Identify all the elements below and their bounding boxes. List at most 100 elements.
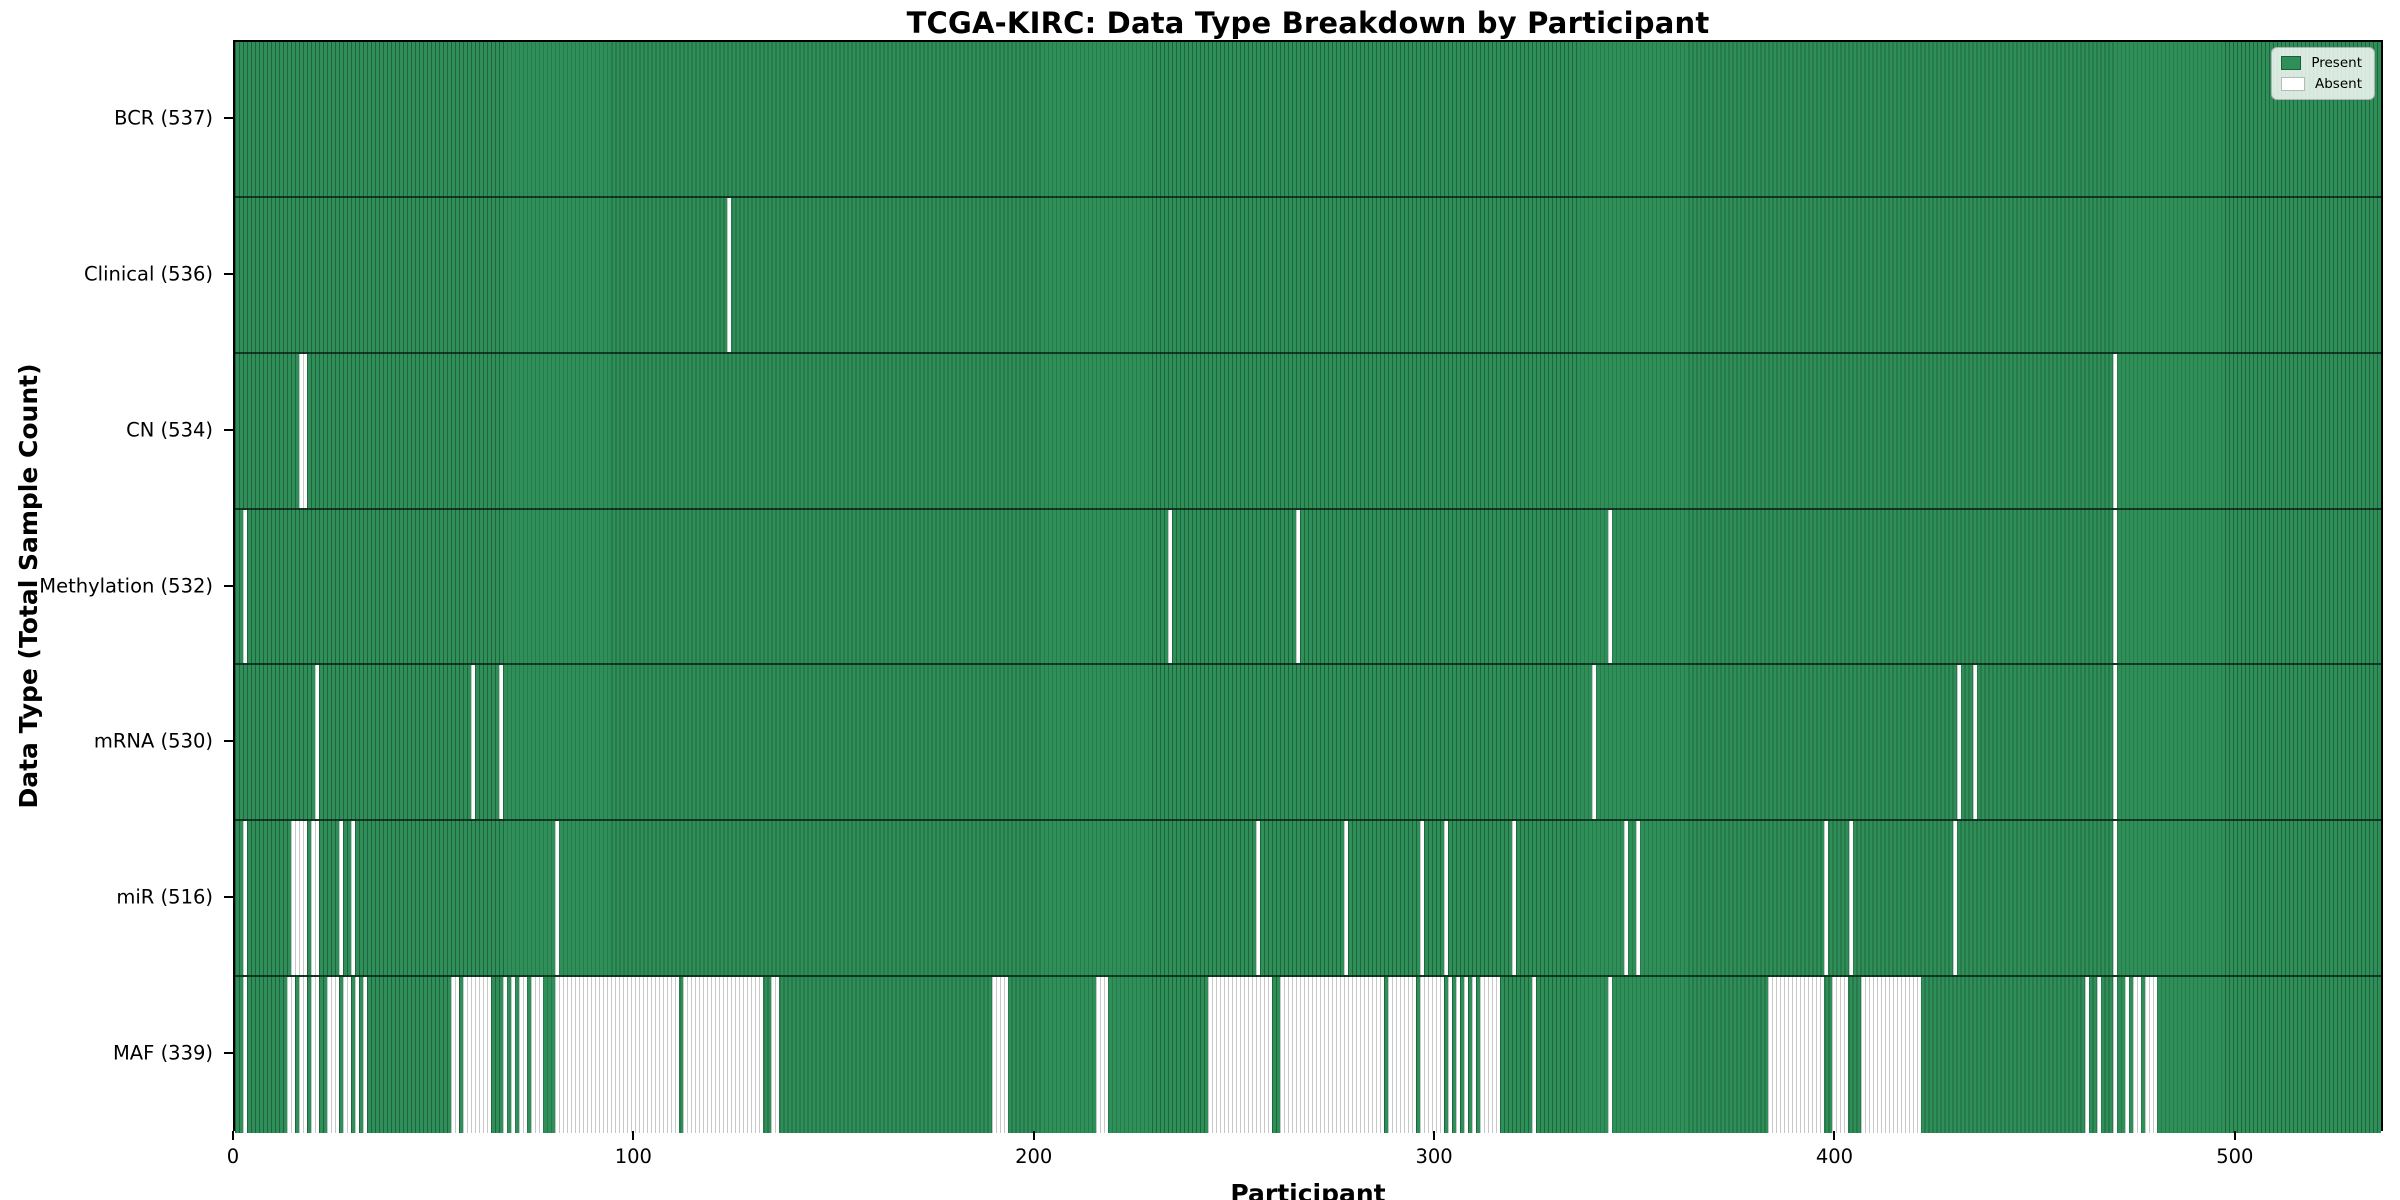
absent-bar — [291, 821, 308, 976]
plot-area — [233, 40, 2383, 1133]
legend-entry-absent: Absent — [2281, 76, 2362, 92]
row-band-maf — [235, 977, 2381, 1133]
absent-bar — [1832, 977, 1849, 1133]
x-tick-mark — [632, 1131, 635, 1140]
absent-bar — [1472, 977, 1477, 1133]
absent-bar — [555, 821, 560, 976]
x-tick-label: 500 — [2216, 1145, 2254, 1168]
absent-bar — [299, 353, 308, 508]
absent-bar — [311, 977, 320, 1133]
absent-bar — [315, 665, 320, 820]
x-tick-mark — [232, 1131, 234, 1140]
y-tick-label: Methylation (532) — [39, 574, 213, 597]
absent-bar — [1420, 977, 1445, 1133]
y-tick-mark — [224, 896, 233, 899]
legend-label-absent: Absent — [2315, 76, 2362, 92]
x-tick-label: 400 — [1815, 1145, 1854, 1168]
x-tick-mark — [2233, 1131, 2236, 1140]
absent-bar — [2112, 665, 2117, 820]
absent-bar — [1295, 509, 1300, 664]
absent-swatch-icon — [2281, 77, 2305, 91]
absent-bar — [1608, 977, 1613, 1133]
absent-bar — [1095, 977, 1108, 1133]
legend-label-present: Present — [2311, 55, 2362, 71]
absent-bar — [1255, 821, 1260, 976]
absent-bar — [1420, 821, 1425, 976]
absent-bar — [511, 977, 516, 1133]
x-tick-mark — [1833, 1131, 1836, 1140]
absent-bar — [1768, 977, 1825, 1133]
absent-bar — [1512, 821, 1517, 976]
absent-bar — [1608, 509, 1613, 664]
absent-bar — [2112, 821, 2117, 976]
x-tick-label: 100 — [614, 1145, 652, 1168]
absent-bar — [1824, 821, 1829, 976]
present-swatch-icon — [2281, 56, 2302, 70]
y-tick-mark — [224, 740, 233, 743]
absent-bar — [1636, 821, 1641, 976]
absent-bar — [287, 977, 296, 1133]
absent-bar — [2132, 977, 2141, 1133]
absent-bar — [2112, 353, 2117, 508]
absent-bar — [1279, 977, 1385, 1133]
y-tick-label: Clinical (536) — [84, 262, 213, 286]
y-tick-mark — [224, 116, 233, 119]
absent-bar — [299, 977, 308, 1133]
absent-bar — [1388, 977, 1417, 1133]
absent-bar — [351, 821, 356, 976]
x-tick-label: 200 — [1015, 1145, 1053, 1168]
chart-title: TCGA-KIRC: Data Type Breakdown by Partic… — [906, 6, 1710, 40]
absent-bar — [1456, 977, 1461, 1133]
absent-bar — [2124, 977, 2129, 1133]
absent-bar — [2112, 509, 2117, 664]
absent-bar — [555, 977, 680, 1133]
y-tick-mark — [224, 1052, 233, 1055]
absent-bar — [2096, 977, 2101, 1133]
x-tick-mark — [1032, 1131, 1035, 1140]
absent-bar — [727, 197, 732, 352]
absent-bar — [1207, 977, 1272, 1133]
x-axis-title: Participant — [1230, 1179, 1386, 1200]
absent-bar — [1464, 977, 1469, 1133]
absent-bar — [363, 977, 368, 1133]
absent-bar — [463, 977, 492, 1133]
legend: Present Absent — [2271, 47, 2375, 100]
absent-bar — [1167, 509, 1172, 664]
y-tick-mark — [224, 584, 233, 587]
absent-bar — [1480, 977, 1501, 1133]
y-tick-label: miR (516) — [116, 885, 213, 909]
x-tick-mark — [1433, 1131, 1436, 1140]
absent-bar — [243, 821, 247, 976]
absent-bar — [243, 977, 247, 1133]
absent-bar — [327, 977, 340, 1133]
y-tick-label: CN (534) — [126, 418, 213, 442]
absent-bar — [1972, 665, 1977, 820]
legend-entry-present: Present — [2281, 55, 2362, 71]
absent-bar — [311, 821, 320, 976]
absent-bar — [2084, 977, 2089, 1133]
absent-bar — [771, 977, 780, 1133]
y-tick-mark — [224, 428, 233, 431]
absent-bar — [2112, 977, 2117, 1133]
absent-bar — [1860, 977, 1921, 1133]
absent-bar — [1532, 977, 1537, 1133]
absent-bar — [343, 977, 352, 1133]
row-band-bcr — [235, 42, 2381, 198]
absent-bar — [1952, 821, 1957, 976]
absent-bar — [1848, 821, 1853, 976]
y-tick-label: BCR (537) — [114, 106, 213, 130]
row-band-methylation — [235, 509, 2381, 666]
absent-bar — [1344, 821, 1349, 976]
x-tick-label: 0 — [226, 1145, 240, 1168]
row-band-cn — [235, 353, 2381, 510]
absent-bar — [471, 665, 476, 820]
absent-bar — [1624, 821, 1629, 976]
row-band-mrna — [235, 665, 2381, 822]
absent-bar — [2144, 977, 2157, 1133]
absent-bar — [1956, 665, 1961, 820]
x-tick-label: 300 — [1415, 1145, 1453, 1168]
row-band-clinical — [235, 197, 2381, 354]
absent-bar — [531, 977, 544, 1133]
absent-bar — [499, 665, 504, 820]
